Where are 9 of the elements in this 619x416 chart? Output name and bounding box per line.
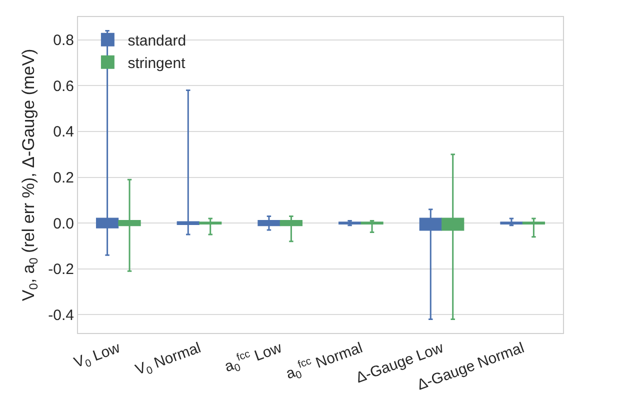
y-tick-label: 0.6 xyxy=(53,78,74,95)
y-tick-label: 0.4 xyxy=(53,124,74,141)
y-tick-label: 0.0 xyxy=(53,215,74,232)
y-tick-label: 0.2 xyxy=(53,170,74,187)
legend-label: stringent xyxy=(128,54,186,72)
y-tick-label: -0.2 xyxy=(48,261,74,278)
legend-label: standard xyxy=(128,32,186,50)
y-tick-label: 0.8 xyxy=(53,32,74,50)
y-tick-label: -0.4 xyxy=(48,306,74,324)
